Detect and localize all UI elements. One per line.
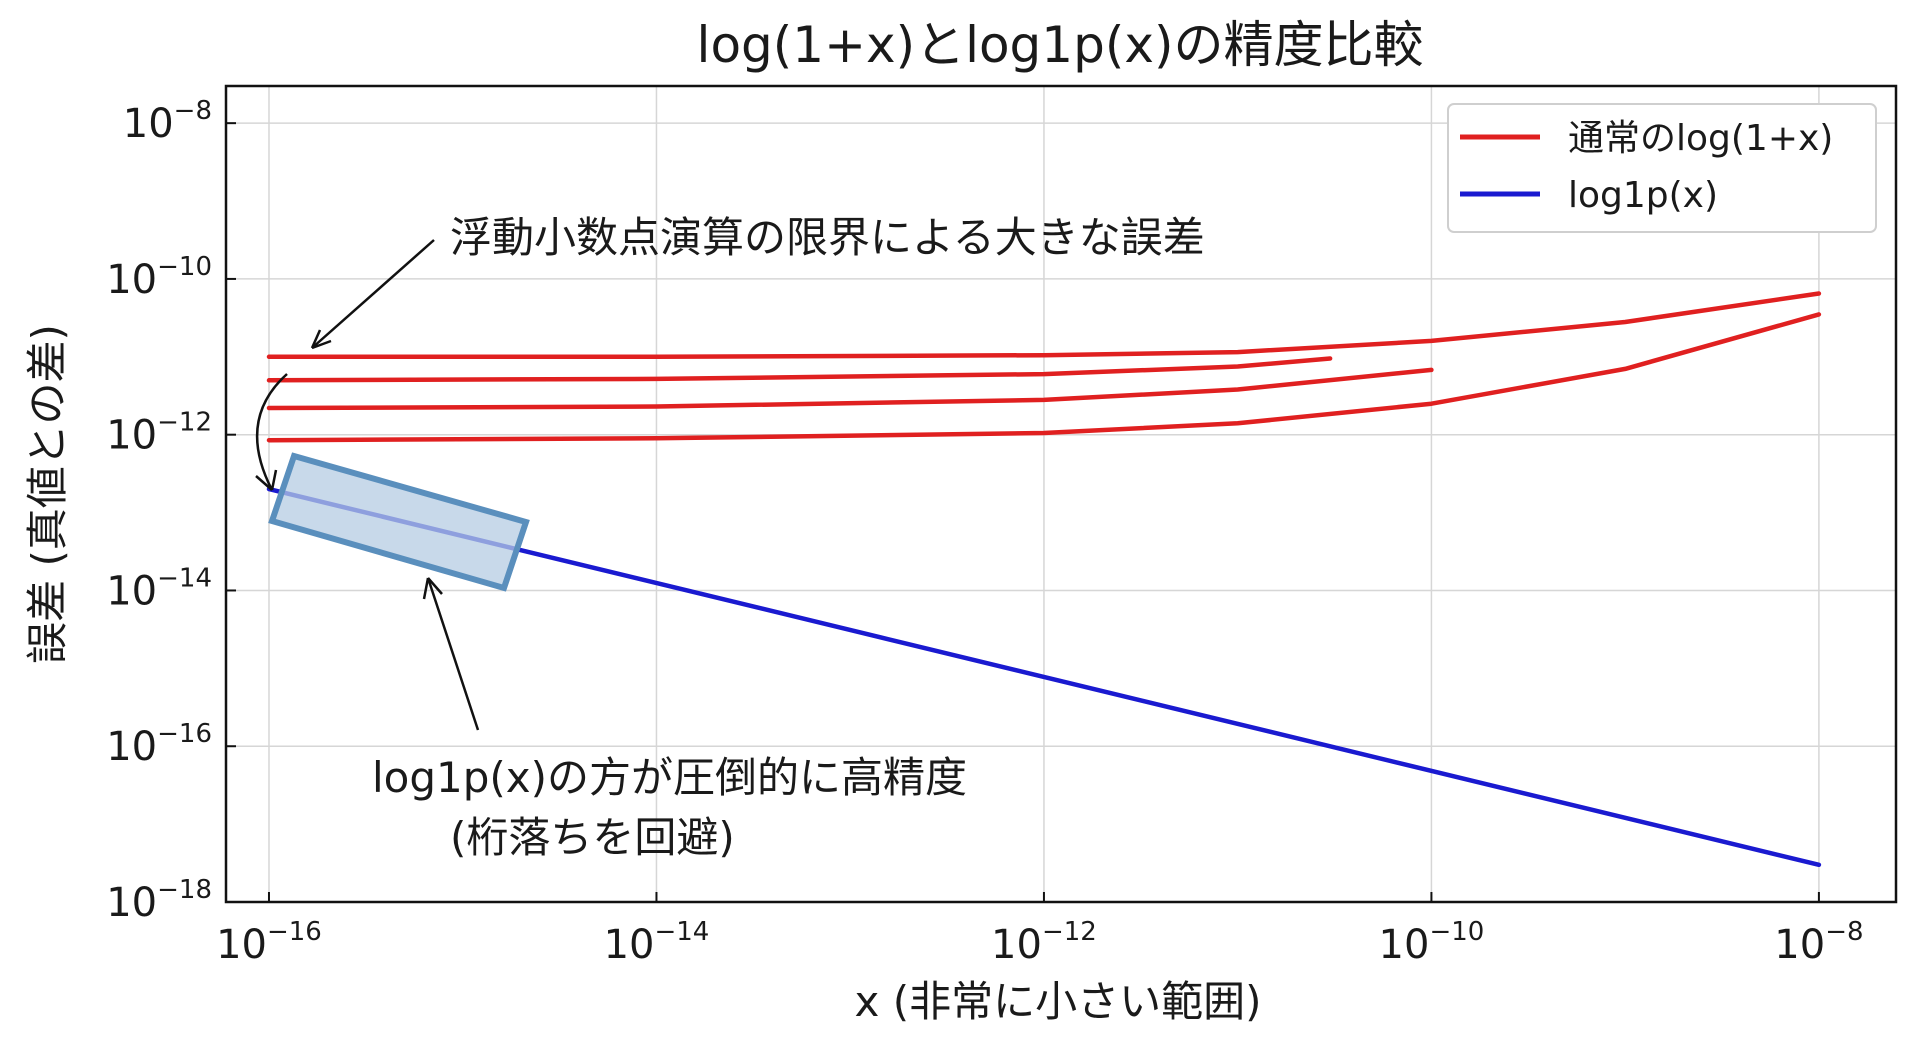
annotation-arrows (255, 239, 480, 731)
series-line-log-1-plus-x-2 (266, 367, 1434, 411)
axis-ticks: 10−16 10−14 10−12 10−10 10−8 10−8 10−10 10−12 10… (106, 96, 1863, 968)
highlight-box (268, 452, 530, 592)
series-line-log-1-plus-x-0 (266, 291, 1822, 360)
x-tick-label: 10−14 (604, 917, 710, 968)
arrow-head-highlight (422, 577, 443, 600)
y-tick-label: 10−16 (106, 719, 212, 770)
x-tick-label: 10−8 (1774, 917, 1863, 968)
x-tick-label: 10−16 (216, 917, 322, 968)
y-tick-label: 10−12 (106, 408, 212, 459)
series-lines (266, 291, 1822, 868)
chart-title: log(1+x)とlog1p(x)の精度比較 (697, 16, 1424, 74)
series-line-log1p (266, 486, 1822, 868)
y-tick-label: 10−8 (123, 96, 212, 147)
annotation-error-label: 浮動小数点演算の限界による大きな誤差 (450, 213, 1205, 262)
legend-box (1447, 103, 1877, 233)
curved-arrow (255, 373, 288, 491)
plot-frame (224, 84, 1898, 904)
x-axis-title: x (非常に小さい範囲) (855, 977, 1262, 1026)
y-tick-label: 10−18 (106, 875, 212, 926)
y-axis-title: 誤差 (真値との差) (23, 324, 72, 664)
legend-label-blue: log1p(x) (1568, 175, 1718, 216)
y-tick-label: 10−10 (106, 252, 212, 303)
legend: 通常のlog(1+x) log1p(x) (1447, 103, 1877, 233)
y-tick-label: 10−14 (106, 563, 212, 614)
series-line-log-1-plus-x-1 (266, 356, 1333, 383)
curved-arrow-head (255, 469, 278, 491)
annotation-log1p-label: log1p(x)の方が圧倒的に高精度 (372, 753, 967, 802)
annotation-log1p-sublabel: (桁落ちを回避) (450, 813, 735, 862)
arrow-to-highlight (426, 577, 480, 731)
series-line-log-1-plus-x-3 (266, 312, 1822, 443)
x-tick-label: 10−12 (991, 917, 1097, 968)
arrow-to-red-lines (311, 239, 435, 349)
legend-label-red: 通常のlog(1+x) (1568, 118, 1833, 159)
arrow-head-red (310, 329, 332, 350)
x-tick-label: 10−10 (1379, 917, 1485, 968)
